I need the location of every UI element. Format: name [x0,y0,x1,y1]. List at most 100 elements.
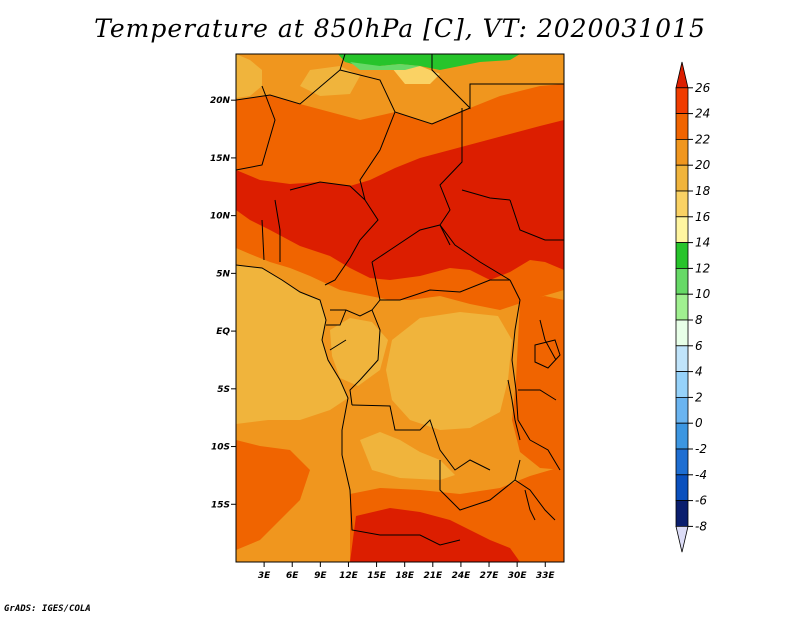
colorbar-label: -2 [695,442,707,456]
lat-tick-label: EQ [216,327,230,337]
border-cameroon-congo [330,299,381,317]
lon-tick-label: 12E [339,571,359,581]
border-mozambique [514,479,556,521]
colorbar-swatch [675,138,689,166]
field-sw-warm [236,440,310,550]
border-niger-chad [359,111,396,201]
colorbar-swatch [675,87,689,115]
colorbar-swatch [675,396,689,424]
field-southern-hot [350,508,520,562]
colorbar-label: -6 [695,494,707,508]
colorbar-label: 10 [695,287,711,301]
colorbar-swatch [675,164,689,192]
field-north-green [338,54,520,70]
border-ghana-togo [261,219,265,261]
lat-tick-label: 10S [211,443,230,453]
colorbar-swatch [675,422,689,450]
colorbar-swatch [675,190,689,218]
colorbar-label: -4 [695,468,707,482]
lon-tick-label: 6E [286,571,299,581]
lon-tick-label: 18E [395,571,415,581]
border-libya-egypt [431,54,564,110]
lon-tick-label: 24E [452,571,472,581]
colorbar-label: 16 [695,210,711,224]
colorbar-label: 14 [695,236,710,250]
field-sahel-hot [236,120,564,280]
temperature-field [236,54,564,562]
border-zambia [439,459,521,511]
colorbar-label: 4 [695,365,703,379]
colorbar-label: 2 [695,390,703,404]
grads-credit: GrADS: IGES/COLA [4,604,91,614]
field-angola-plateau [360,432,455,480]
colorbar-swatch [675,345,689,372]
colorbar-swatch [675,113,689,140]
lon-tick-label: 15E [367,571,387,581]
border-drc-angola [351,404,491,471]
lon-tick-label: 21E [423,571,443,581]
colorbar-label: 0 [695,416,703,430]
colorbar-label: 8 [695,313,703,327]
field-north-light-green [350,62,420,70]
colorbar-swatch [675,474,689,501]
field-north-cool [300,66,360,96]
field-east-warm [512,296,564,470]
border-niger-nigeria [289,181,366,201]
latitude-axis: 20N 15N 10N 5N EQ 5S 10S 15S [210,96,236,510]
border-gabon [326,309,347,351]
border-sudan-south-sudan [461,189,511,201]
border-congo-drc [349,309,381,406]
colorbar-label: 12 [695,261,710,275]
lon-tick-label: 33E [536,571,556,581]
border-south-sudan-ethiopia [509,199,564,241]
lat-tick-label: 15N [210,154,231,164]
coast-west [236,264,349,455]
country-borders [236,54,564,546]
border-uganda-kenya [539,319,557,361]
field-congo-basin [386,312,512,430]
colorbar-swatch [675,526,689,553]
field-nw-cool [236,54,262,98]
lake-victoria [534,339,561,369]
border-tanzania [518,389,561,471]
border-mali-burkina [236,85,276,171]
colorbar-swatch [675,448,689,476]
border-benin-nigeria [274,199,281,262]
colorbar-swatch [675,61,689,89]
lake-tanganyika [507,379,521,441]
colorbar-swatch [675,293,689,321]
lat-tick-label: 5S [217,385,230,395]
colorbar-label: 18 [695,184,711,198]
field-gabon-coast [330,318,388,386]
border-angola-south [341,454,461,546]
lat-tick-label: 10N [210,212,231,222]
border-nigeria-cameroon [324,199,379,286]
chart-title: Temperature at 850hPa [C], VT: 202003101… [94,14,706,43]
lake-malawi [524,489,536,521]
longitude-axis: 3E 6E 9E 12E 15E 18E 21E 24E 27E 30E 33E [258,562,556,581]
colorbar-label: 24 [695,107,710,121]
colorbar-label: 26 [695,81,711,95]
border-drc-east [509,279,531,441]
colorbar-swatch [675,242,689,269]
border-car-north [371,224,511,281]
colorbar-label: 22 [695,132,710,146]
border-algeria-mali [236,54,346,105]
field-nc-yellow [392,66,440,84]
lon-tick-label: 9E [314,571,327,581]
colorbar-label: -8 [695,519,707,533]
colorbar-label: 20 [695,158,711,172]
colorbar-swatch [675,371,689,398]
border-chad-sudan [439,108,463,246]
lat-tick-label: 20N [210,96,231,106]
colorbar-swatch [675,319,689,347]
lon-tick-label: 3E [258,571,271,581]
lon-tick-label: 27E [480,571,500,581]
map-frame [235,53,565,563]
field-atlantic-west [236,265,348,424]
colorbar-swatch [675,500,689,527]
lon-tick-label: 30E [508,571,528,581]
lat-tick-label: 5N [216,269,230,279]
